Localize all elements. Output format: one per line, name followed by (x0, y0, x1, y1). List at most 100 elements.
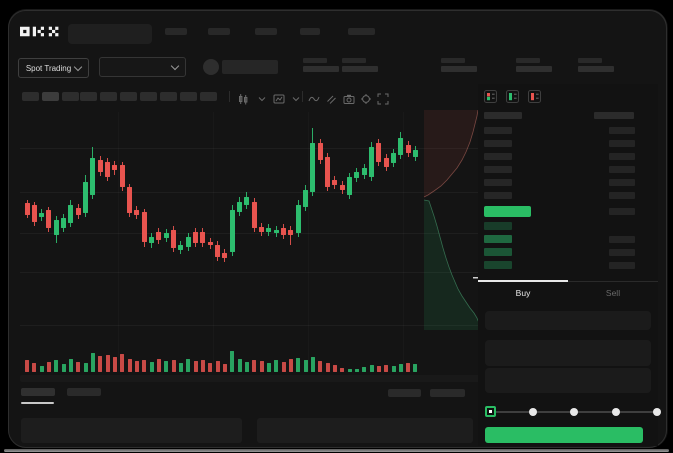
timeframe-pill[interactable] (62, 92, 79, 101)
camera-icon[interactable] (343, 92, 355, 104)
nav-item-placeholder[interactable] (300, 28, 320, 35)
bottom-action-placeholder[interactable] (388, 389, 421, 397)
settings-icon[interactable] (360, 92, 372, 104)
timeframe-pill[interactable] (180, 92, 197, 101)
pair-dropdown[interactable] (99, 57, 186, 77)
volume-bar (362, 367, 367, 372)
order-input-placeholder[interactable] (485, 368, 651, 393)
volume-bar (244, 362, 249, 372)
timeframe-pill[interactable] (42, 92, 59, 101)
nav-item-placeholder[interactable] (348, 28, 375, 35)
order-input-placeholder[interactable] (485, 340, 651, 366)
candle (317, 143, 323, 160)
candle (171, 229, 177, 248)
candle (259, 227, 265, 233)
bottom-action-placeholder[interactable] (430, 389, 465, 397)
ask-row-amount-placeholder (609, 153, 635, 160)
fullscreen-icon[interactable] (377, 92, 389, 105)
slider-dot[interactable] (570, 408, 578, 416)
volume-bar (369, 365, 374, 372)
buy-submit-button[interactable] (485, 427, 643, 443)
candle (273, 229, 279, 233)
candle (361, 168, 367, 175)
candle (215, 245, 221, 257)
indicators-icon[interactable] (273, 92, 285, 104)
slider-dot[interactable] (528, 408, 537, 416)
bezel-line (4, 449, 669, 452)
volume-bar (347, 369, 352, 372)
order-input-placeholder[interactable] (485, 311, 651, 330)
timeframe-pill[interactable] (80, 92, 97, 101)
candle (266, 227, 272, 233)
stat-label-placeholder (342, 58, 366, 63)
candle (119, 165, 125, 187)
pair-name-placeholder (222, 60, 278, 74)
market-type-dropdown[interactable]: Spot Trading (18, 58, 89, 78)
candle (237, 201, 243, 213)
stat-label-placeholder (578, 58, 602, 63)
candle (90, 157, 96, 195)
chevron-down-icon[interactable] (256, 92, 268, 104)
stat-value-placeholder (303, 66, 339, 72)
nav-item-placeholder[interactable] (208, 28, 230, 35)
volume-bar (46, 362, 51, 372)
volume-bar (266, 363, 271, 372)
stat-value-placeholder (516, 66, 552, 72)
timeframe-pill[interactable] (160, 92, 177, 101)
last-price-amount-placeholder (609, 208, 635, 215)
ask-row-price-placeholder (484, 153, 512, 160)
volume-bar (186, 359, 191, 372)
candle (369, 146, 374, 178)
timeframe-pill[interactable] (200, 92, 217, 101)
candle (347, 177, 353, 195)
bid-row-amount-placeholder (609, 236, 635, 243)
bottom-tab-placeholder[interactable] (21, 388, 55, 396)
ask-row-price-placeholder (484, 140, 512, 147)
stat-label-placeholder (303, 58, 327, 63)
candle (134, 210, 140, 215)
volume-bar (354, 369, 359, 372)
bottom-tab-placeholder[interactable] (67, 388, 101, 396)
volume-bar (252, 360, 257, 372)
volume-bar (149, 362, 154, 372)
slider-handle[interactable] (485, 406, 496, 417)
timeframe-pill[interactable] (22, 92, 39, 101)
slider-dot[interactable] (653, 408, 661, 416)
candle (127, 187, 133, 213)
candles-icon[interactable] (237, 92, 249, 105)
chevron-down-icon[interactable] (290, 92, 302, 104)
ask-row-price-placeholder (484, 166, 512, 173)
candle (61, 218, 67, 228)
grid-line (20, 233, 480, 234)
tab-sell[interactable]: Sell (605, 288, 621, 298)
volume-bar (178, 363, 183, 372)
ask-row-amount-placeholder (609, 192, 635, 199)
candle (332, 179, 338, 185)
search-input[interactable] (68, 24, 152, 44)
nav-item-placeholder[interactable] (165, 28, 187, 35)
toolbar-separator (229, 91, 230, 102)
tab-buy[interactable]: Buy (515, 288, 531, 298)
candle (222, 253, 228, 259)
okx-logo[interactable] (20, 25, 60, 43)
grid-line (118, 112, 119, 372)
orderbook-split-view-icon[interactable] (484, 90, 497, 103)
grid-line (213, 112, 214, 372)
volume-bar (208, 363, 213, 372)
timeframe-pill[interactable] (120, 92, 137, 101)
timeframe-pill[interactable] (140, 92, 157, 101)
slider-dot[interactable] (611, 408, 620, 416)
volume-bar (288, 359, 293, 372)
compare-icon[interactable] (325, 92, 337, 104)
nav-item-placeholder[interactable] (255, 28, 277, 35)
volume-bar (98, 356, 103, 372)
grid-line (20, 192, 480, 193)
volume-bar (171, 360, 176, 372)
candle (97, 159, 103, 173)
volume-bar (222, 364, 227, 372)
line-wave-icon[interactable] (308, 92, 320, 104)
timeframe-pill[interactable] (100, 92, 117, 101)
candle (193, 232, 199, 244)
orderbook-bids-view-icon[interactable] (506, 90, 519, 103)
orderbook-asks-view-icon[interactable] (528, 90, 541, 103)
